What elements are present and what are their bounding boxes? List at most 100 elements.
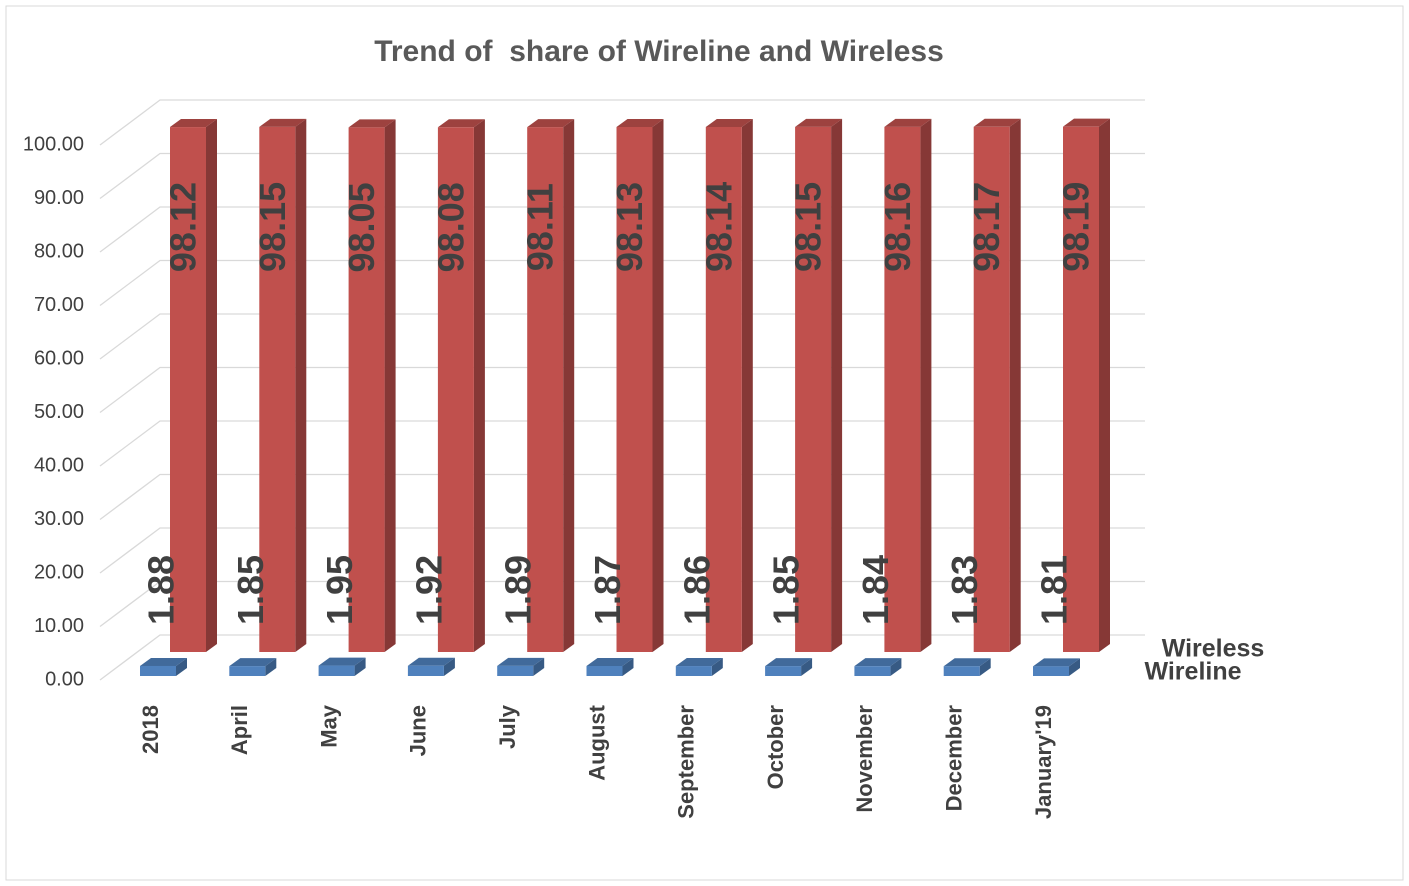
bar <box>795 126 832 652</box>
data-label: 98.15 <box>252 182 293 272</box>
bar <box>616 127 653 652</box>
bar-side <box>801 658 813 676</box>
bar <box>1033 666 1069 676</box>
bar <box>765 666 802 676</box>
bar-top <box>1063 118 1110 127</box>
x-tick-label: November <box>852 705 877 813</box>
y-tick-label: 60.00 <box>34 347 84 369</box>
x-tick-label: June <box>406 705 431 756</box>
bar-side <box>979 658 991 676</box>
bar <box>229 666 266 676</box>
series-label: Wireline <box>1144 658 1241 686</box>
bar-top <box>170 119 217 128</box>
bar <box>318 665 355 676</box>
bar-side <box>1069 658 1080 676</box>
bar <box>705 126 742 653</box>
bar-top <box>675 658 723 667</box>
bar-top <box>884 118 932 127</box>
bar-top <box>943 658 991 667</box>
data-label: 98.16 <box>877 182 918 272</box>
x-tick-label: December <box>942 705 967 812</box>
bar-side <box>831 118 843 652</box>
bar-side <box>563 119 575 652</box>
bar-side <box>652 119 664 652</box>
bar-side <box>206 119 217 653</box>
x-tick-label: May <box>316 704 341 748</box>
data-label: 1.95 <box>319 555 360 625</box>
y-tick-label: 10.00 <box>34 615 84 637</box>
data-label: 1.89 <box>498 555 539 625</box>
bar-top <box>854 658 902 667</box>
bar-top <box>765 658 813 667</box>
x-tick-label: April <box>227 705 252 755</box>
bar <box>943 666 980 676</box>
bar-top <box>527 119 575 128</box>
chart-title: Trend of share of Wireline and Wireless <box>374 35 944 68</box>
bar <box>170 127 206 653</box>
bar-top <box>705 118 753 127</box>
bar-top <box>348 119 396 128</box>
data-label: 1.81 <box>1034 555 1075 625</box>
bar <box>348 127 385 653</box>
bar-side <box>920 118 932 653</box>
bar-top <box>1033 658 1080 667</box>
data-label: 98.12 <box>163 182 204 272</box>
bar-side <box>1099 118 1110 653</box>
bar <box>854 666 891 676</box>
data-label: 1.83 <box>944 555 985 625</box>
data-label: 1.85 <box>230 555 271 625</box>
bar <box>884 126 921 653</box>
bar-side <box>354 657 366 676</box>
data-label: 1.84 <box>855 555 896 625</box>
bar <box>527 127 564 652</box>
y-tick-label: 100.00 <box>23 133 84 155</box>
x-tick-label: July <box>495 704 520 749</box>
y-tick-label: 50.00 <box>34 401 84 423</box>
bar-top <box>616 119 664 128</box>
bar-top <box>973 118 1021 127</box>
data-label: 1.85 <box>766 555 807 625</box>
x-tick-label: January'19 <box>1031 705 1056 819</box>
data-label: 98.13 <box>609 182 650 272</box>
bar-top <box>229 658 277 667</box>
bar <box>259 126 296 652</box>
data-label: 98.11 <box>520 183 561 271</box>
data-label: 98.15 <box>788 182 829 272</box>
data-label: 98.17 <box>966 182 1007 272</box>
bar-top <box>795 118 843 127</box>
x-tick-label: September <box>674 705 699 819</box>
bar-side <box>295 118 307 652</box>
bar-top <box>140 657 187 666</box>
data-label: 98.19 <box>1056 182 1097 272</box>
bar-side <box>176 657 187 676</box>
y-tick-label: 70.00 <box>34 294 84 316</box>
bar-side <box>265 658 277 676</box>
x-tick-label: August <box>584 704 609 780</box>
bar-side <box>622 657 634 676</box>
bar <box>497 665 534 676</box>
bar-top <box>407 657 455 666</box>
bar-side <box>473 119 485 653</box>
x-tick-label: 2018 <box>138 705 163 754</box>
bar-side <box>1009 118 1021 652</box>
bar-side <box>533 657 545 676</box>
bar <box>1063 126 1099 653</box>
series-label: Wireless <box>1162 635 1265 663</box>
bar <box>140 665 176 676</box>
chart-border <box>5 5 1404 881</box>
data-label: 1.88 <box>141 555 182 625</box>
data-label: 1.92 <box>408 555 449 625</box>
bar-top <box>586 657 634 666</box>
bar-side <box>443 657 455 676</box>
y-tick-label: 80.00 <box>34 240 84 262</box>
data-label: 98.08 <box>430 182 471 272</box>
x-tick-label: October <box>763 705 788 790</box>
bar-top <box>259 118 307 127</box>
bar-side <box>384 119 396 653</box>
y-tick-label: 90.00 <box>34 187 84 209</box>
data-label: 98.05 <box>341 182 382 272</box>
bar <box>973 126 1010 652</box>
y-tick-label: 30.00 <box>34 508 84 530</box>
bar <box>675 666 712 676</box>
